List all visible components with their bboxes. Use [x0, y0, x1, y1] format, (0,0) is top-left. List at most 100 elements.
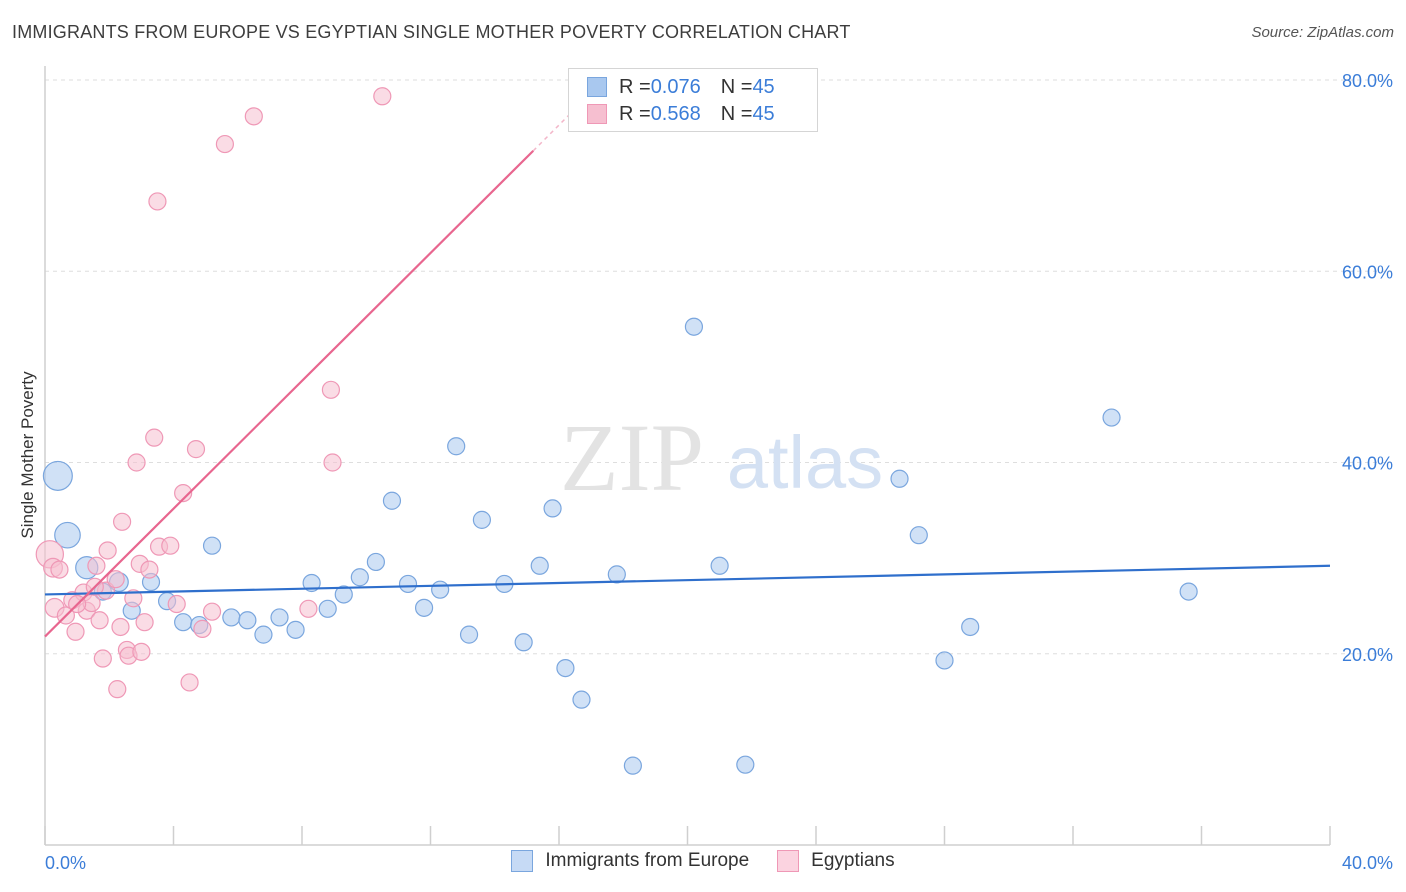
data-point-europe: [382, 491, 402, 510]
x-tick-label-min: 0.0%: [45, 853, 86, 873]
data-point-egyptians: [299, 599, 318, 618]
legend-swatch-blue: [587, 77, 607, 97]
data-point-europe: [54, 521, 81, 549]
data-point-europe: [222, 608, 241, 627]
data-point-europe: [1102, 408, 1121, 427]
data-point-europe: [459, 625, 479, 644]
data-point-europe: [909, 526, 928, 545]
data-point-egyptians: [215, 134, 234, 154]
legend-swatch-egyptians: [777, 850, 800, 872]
data-point-europe: [42, 460, 73, 491]
watermark: ZIP atlas: [560, 404, 883, 511]
series-immigrants-from-europe: [42, 317, 1198, 775]
data-point-egyptians: [174, 484, 193, 503]
trend-lines: [44, 79, 1331, 638]
legend-swatch-europe: [511, 850, 534, 872]
legend-n-value: 45: [752, 75, 775, 98]
data-point-europe: [623, 756, 642, 775]
series-legend: Immigrants from Europe Egyptians: [0, 850, 1406, 872]
data-point-europe: [736, 755, 755, 774]
data-point-europe: [431, 580, 450, 599]
y-tick-label: 60.0%: [1342, 262, 1393, 282]
data-point-europe: [530, 556, 549, 575]
source-label: Source: ZipAtlas.com: [1251, 24, 1394, 41]
data-point-egyptians: [148, 192, 167, 211]
legend-item-europe[interactable]: Immigrants from Europe: [511, 850, 749, 872]
legend-label-europe: Immigrants from Europe: [545, 850, 750, 871]
data-point-egyptians: [244, 107, 263, 126]
data-point-egyptians: [161, 536, 180, 555]
data-point-egyptians: [167, 594, 186, 614]
watermark-atlas: atlas: [727, 421, 883, 504]
data-point-europe: [935, 651, 954, 670]
legend-n-label: N =: [720, 75, 753, 98]
trend-line-europe: [44, 564, 1331, 596]
data-point-egyptians: [124, 589, 143, 608]
data-point-europe: [1179, 582, 1198, 601]
x-tick-label-max: 40.0%: [1342, 853, 1393, 873]
data-point-egyptians: [112, 512, 132, 531]
y-tick-label: 80.0%: [1342, 71, 1393, 91]
data-point-europe: [366, 552, 385, 572]
data-point-egyptians: [87, 556, 106, 575]
chart-title: IMMIGRANTS FROM EUROPE VS EGYPTIAN SINGL…: [12, 22, 851, 42]
data-point-europe: [238, 611, 257, 630]
data-point-egyptians: [98, 541, 117, 560]
data-point-egyptians: [193, 619, 212, 638]
data-point-europe: [607, 565, 626, 584]
series-egyptians: [35, 87, 392, 699]
data-point-egyptians: [145, 428, 164, 447]
legend-label-egyptians: Egyptians: [811, 850, 895, 871]
data-point-europe: [684, 317, 704, 336]
data-point-europe: [514, 633, 533, 652]
legend-row-egyptians: R = 0.568 N = 45: [587, 101, 775, 127]
data-point-europe: [302, 573, 321, 593]
data-point-europe: [286, 620, 305, 639]
data-point-egyptians: [93, 649, 112, 668]
legend-r-value: 0.076: [650, 75, 701, 98]
legend-swatch-pink: [587, 104, 607, 124]
data-point-egyptians: [111, 617, 130, 637]
data-point-europe: [270, 608, 289, 627]
trend-line-egyptians: [44, 149, 535, 638]
data-point-egyptians: [186, 440, 206, 459]
data-point-europe: [961, 617, 980, 637]
data-point-europe: [890, 469, 909, 488]
axes: [44, 66, 1331, 846]
tick-labels: 20.0% 40.0% 60.0% 80.0% 0.0% 40.0%: [45, 71, 1393, 873]
data-point-europe: [318, 599, 337, 618]
data-point-egyptians: [180, 673, 199, 692]
data-point-egyptians: [106, 570, 125, 589]
data-point-europe: [202, 536, 222, 555]
data-point-egyptians: [132, 642, 151, 661]
grid-lines: [45, 79, 1392, 655]
legend-r-value: 0.568: [650, 102, 701, 125]
watermark-zip: ZIP: [560, 404, 704, 511]
data-point-egyptians: [135, 613, 154, 632]
legend-n-value: 45: [752, 102, 775, 125]
data-point-europe: [556, 658, 575, 678]
data-point-europe: [174, 613, 193, 632]
legend-row-europe: R = 0.076 N = 45: [587, 74, 775, 100]
data-point-europe: [334, 585, 353, 604]
data-point-europe: [572, 690, 591, 709]
data-point-europe: [710, 556, 729, 575]
data-point-egyptians: [108, 680, 127, 699]
data-point-egyptians: [90, 611, 109, 630]
y-tick-label: 20.0%: [1342, 645, 1393, 665]
legend-r-label: R =: [619, 75, 651, 98]
data-point-egyptians: [50, 560, 69, 579]
data-point-europe: [254, 625, 273, 644]
legend-item-egyptians[interactable]: Egyptians: [777, 850, 895, 872]
data-point-egyptians: [202, 602, 222, 621]
data-point-europe: [472, 510, 491, 529]
legend-r-label: R =: [619, 102, 651, 125]
data-point-egyptians: [373, 87, 392, 106]
data-point-egyptians: [66, 622, 85, 641]
y-tick-label: 40.0%: [1342, 454, 1393, 474]
data-point-europe: [414, 598, 434, 617]
data-point-europe: [398, 574, 418, 594]
data-point-europe: [543, 499, 562, 518]
data-point-egyptians: [127, 453, 146, 472]
